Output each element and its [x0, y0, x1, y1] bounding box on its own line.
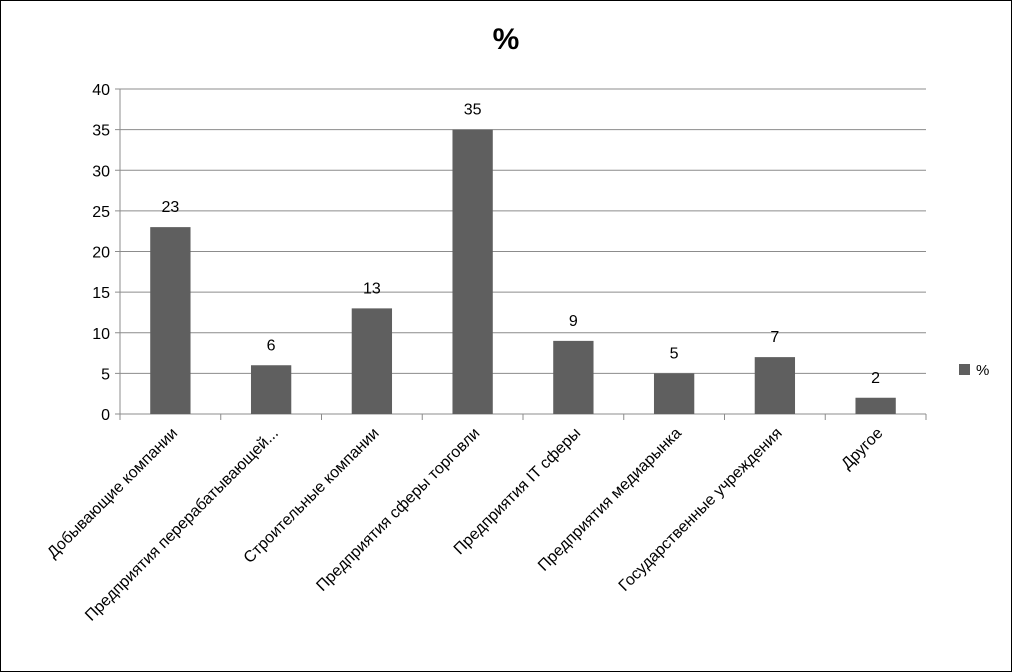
chart-title: % — [492, 23, 520, 56]
bars — [150, 129, 896, 414]
category-label: Государственные учреждения — [616, 425, 786, 595]
data-label: 2 — [871, 370, 880, 387]
bar — [452, 129, 493, 414]
data-label: 35 — [464, 102, 482, 119]
bar — [653, 373, 695, 414]
legend: % — [959, 362, 989, 379]
gridlines — [120, 88, 926, 374]
data-label: 23 — [161, 199, 179, 216]
legend-label: % — [976, 362, 989, 379]
bar — [150, 227, 191, 414]
y-axis-ticks: 0 5 10 15 20 25 30 35 40 — [92, 82, 120, 424]
category-label: Предприятия сферы торговли — [313, 425, 483, 595]
bar — [553, 340, 594, 414]
y-tick-label: 10 — [92, 326, 110, 343]
axes — [119, 89, 927, 420]
category-label: Другое — [838, 425, 886, 473]
y-tick-label: 15 — [92, 285, 110, 302]
y-tick-label: 5 — [101, 366, 110, 383]
bar — [351, 308, 393, 414]
data-label: 13 — [363, 280, 381, 297]
legend-swatch — [959, 364, 970, 375]
y-tick-label: 30 — [92, 163, 110, 180]
y-tick-label: 20 — [92, 245, 110, 262]
data-label: 6 — [267, 337, 276, 354]
y-tick-label: 35 — [92, 123, 110, 140]
bar — [855, 397, 896, 414]
y-tick-label: 40 — [92, 82, 110, 99]
bar — [754, 357, 796, 414]
y-tick-label: 25 — [92, 204, 110, 221]
data-labels: 23 6 13 35 9 5 7 2 — [161, 102, 880, 387]
data-label: 9 — [569, 313, 578, 330]
data-label: 5 — [670, 345, 679, 362]
category-label: Предприятия перерабатывающей... — [82, 425, 282, 625]
y-tick-label: 0 — [101, 407, 110, 424]
data-label: 7 — [770, 329, 779, 346]
bar — [250, 365, 292, 414]
